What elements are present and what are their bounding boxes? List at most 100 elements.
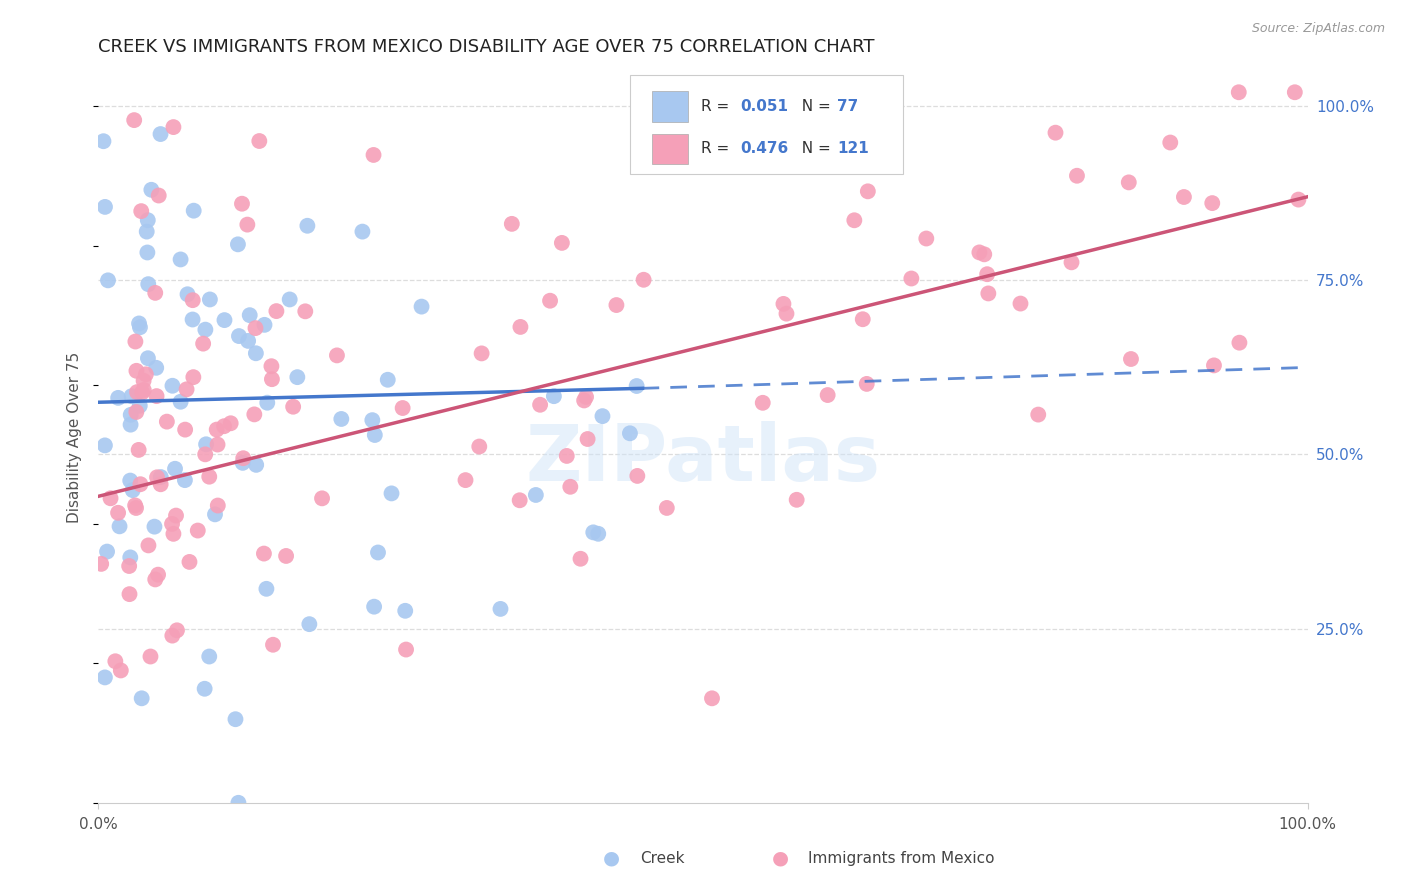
Point: [262, 638, 284, 652]
Point: [207, 437, 229, 451]
Point: [156, 415, 179, 429]
Text: 0.051: 0.051: [741, 99, 789, 114]
Point: [285, 370, 308, 384]
Point: [626, 469, 648, 483]
Point: [129, 477, 152, 491]
Point: [973, 247, 995, 261]
Point: [509, 320, 531, 334]
Point: [198, 293, 221, 307]
Point: [204, 508, 226, 522]
Point: [700, 691, 723, 706]
Point: [169, 394, 191, 409]
Point: [136, 213, 159, 227]
Point: [94, 200, 117, 214]
Point: [454, 473, 477, 487]
Point: [772, 297, 794, 311]
Point: [543, 389, 565, 403]
Point: [395, 642, 418, 657]
Text: CREEK VS IMMIGRANTS FROM MEXICO DISABILITY AGE OVER 75 CORRELATION CHART: CREEK VS IMMIGRANTS FROM MEXICO DISABILI…: [98, 38, 875, 56]
Point: [367, 545, 389, 559]
Point: [969, 245, 991, 260]
Point: [176, 287, 198, 301]
Point: [162, 526, 184, 541]
Point: [194, 681, 217, 696]
Point: [135, 368, 157, 382]
Point: [236, 218, 259, 232]
Point: [633, 273, 655, 287]
Point: [297, 219, 319, 233]
Point: [104, 654, 127, 668]
Point: [605, 298, 627, 312]
Point: [253, 318, 276, 332]
Point: [1026, 408, 1049, 422]
Point: [254, 582, 277, 596]
Text: N =: N =: [793, 99, 837, 114]
Text: R =: R =: [700, 99, 734, 114]
Point: [148, 188, 170, 202]
Point: [560, 480, 582, 494]
Point: [856, 184, 879, 198]
Point: [143, 519, 166, 533]
Point: [165, 508, 187, 523]
Point: [236, 334, 259, 348]
Point: [181, 293, 204, 308]
Point: [228, 796, 250, 810]
Point: [1060, 255, 1083, 269]
Point: [136, 277, 159, 292]
Point: [569, 551, 592, 566]
Point: [219, 417, 242, 431]
Point: [626, 379, 648, 393]
Point: [121, 483, 143, 497]
Point: [125, 364, 148, 378]
Point: [278, 293, 301, 307]
Point: [107, 391, 129, 405]
Point: [187, 524, 209, 538]
Point: [120, 408, 142, 422]
Point: [136, 245, 159, 260]
Point: [509, 493, 531, 508]
Point: [100, 491, 122, 506]
Point: [591, 409, 613, 424]
Point: [138, 538, 160, 552]
Point: [110, 664, 132, 678]
Point: [298, 617, 321, 632]
Point: [380, 486, 402, 500]
Point: [136, 351, 159, 366]
Point: [326, 348, 349, 362]
Point: [256, 395, 278, 409]
Point: [122, 113, 145, 128]
Point: [174, 473, 197, 487]
Point: [194, 447, 217, 461]
Point: [394, 604, 416, 618]
Point: [183, 203, 205, 218]
Point: [120, 417, 142, 432]
Bar: [652, 134, 689, 164]
Point: [786, 492, 808, 507]
Text: Source: ZipAtlas.com: Source: ZipAtlas.com: [1251, 22, 1385, 36]
Point: [245, 346, 267, 360]
Point: [131, 385, 153, 400]
Point: [146, 470, 169, 484]
Text: ●: ●: [772, 848, 789, 868]
Point: [149, 470, 172, 484]
Point: [283, 400, 305, 414]
Point: [194, 323, 217, 337]
Point: [94, 670, 117, 684]
Point: [1119, 351, 1142, 366]
Point: [143, 573, 166, 587]
Point: [1286, 193, 1309, 207]
Point: [524, 488, 547, 502]
Point: [212, 419, 235, 434]
Point: [129, 320, 152, 334]
Point: [900, 271, 922, 285]
Point: [162, 120, 184, 134]
Point: [141, 183, 163, 197]
Point: [1045, 126, 1067, 140]
Point: [198, 649, 221, 664]
Y-axis label: Disability Age Over 75: Disability Age Over 75: [67, 351, 83, 523]
Point: [191, 336, 214, 351]
Point: [143, 285, 166, 300]
Point: [468, 440, 491, 454]
Point: [183, 370, 205, 384]
Text: N =: N =: [793, 142, 837, 156]
